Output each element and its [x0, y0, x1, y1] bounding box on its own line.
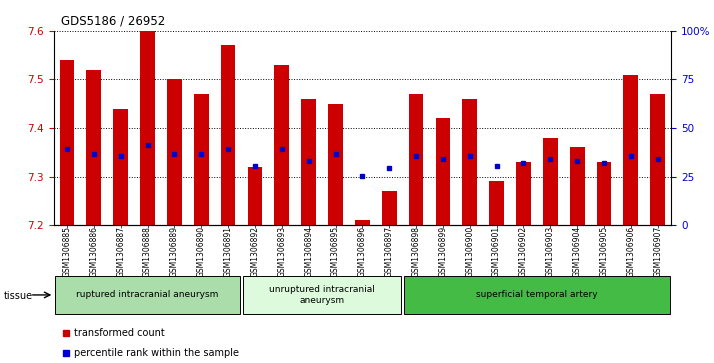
Bar	[570, 147, 585, 225]
Text: GSM1306887: GSM1306887	[116, 226, 125, 277]
Text: tissue: tissue	[4, 291, 33, 301]
Text: GSM1306895: GSM1306895	[331, 226, 340, 277]
Text: GDS5186 / 26952: GDS5186 / 26952	[61, 15, 165, 28]
Bar	[114, 109, 128, 225]
Text: GSM1306899: GSM1306899	[438, 226, 448, 277]
Bar	[516, 162, 531, 225]
Text: GSM1306898: GSM1306898	[411, 226, 421, 277]
Text: GSM1306888: GSM1306888	[143, 226, 152, 277]
Bar	[404, 276, 670, 314]
Bar	[301, 99, 316, 225]
Bar	[489, 182, 504, 225]
Bar	[597, 162, 611, 225]
Text: GSM1306885: GSM1306885	[63, 226, 71, 277]
Text: GSM1306896: GSM1306896	[358, 226, 367, 277]
Text: GSM1306903: GSM1306903	[545, 226, 555, 277]
Bar	[140, 31, 155, 225]
Text: GSM1306904: GSM1306904	[573, 226, 582, 277]
Bar	[543, 138, 558, 225]
Bar	[221, 45, 236, 225]
Text: GSM1306900: GSM1306900	[466, 226, 474, 277]
Bar	[623, 74, 638, 225]
Bar	[274, 65, 289, 225]
Text: transformed count: transformed count	[74, 328, 165, 338]
Bar	[167, 79, 182, 225]
Text: GSM1306907: GSM1306907	[653, 226, 662, 277]
Text: ruptured intracranial aneurysm: ruptured intracranial aneurysm	[76, 290, 218, 299]
Text: GSM1306890: GSM1306890	[197, 226, 206, 277]
Bar	[194, 94, 208, 225]
Text: unruptured intracranial
aneurysm: unruptured intracranial aneurysm	[269, 285, 375, 305]
Bar	[382, 191, 396, 225]
Text: GSM1306897: GSM1306897	[385, 226, 393, 277]
Bar	[408, 94, 423, 225]
Text: GSM1306891: GSM1306891	[223, 226, 233, 277]
Bar	[86, 70, 101, 225]
Text: GSM1306905: GSM1306905	[600, 226, 608, 277]
Text: GSM1306892: GSM1306892	[251, 226, 259, 277]
Text: GSM1306901: GSM1306901	[492, 226, 501, 277]
Text: percentile rank within the sample: percentile rank within the sample	[74, 347, 239, 358]
Text: GSM1306902: GSM1306902	[519, 226, 528, 277]
Text: GSM1306893: GSM1306893	[277, 226, 286, 277]
Bar	[55, 276, 240, 314]
Text: GSM1306886: GSM1306886	[89, 226, 99, 277]
Bar	[463, 99, 477, 225]
Bar	[355, 220, 370, 225]
Bar	[436, 118, 451, 225]
Text: superficial temporal artery: superficial temporal artery	[476, 290, 598, 299]
Bar	[59, 60, 74, 225]
Bar	[248, 167, 262, 225]
Text: GSM1306894: GSM1306894	[304, 226, 313, 277]
Text: GSM1306889: GSM1306889	[170, 226, 179, 277]
Bar	[328, 104, 343, 225]
Bar	[650, 94, 665, 225]
Bar	[243, 276, 401, 314]
Text: GSM1306906: GSM1306906	[626, 226, 635, 277]
